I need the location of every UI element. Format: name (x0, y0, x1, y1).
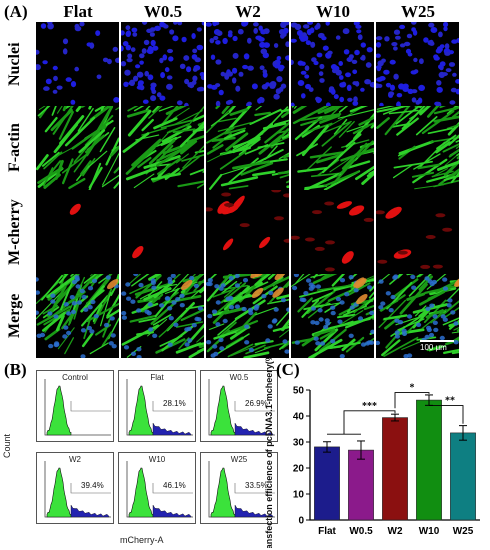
flow-plot-title: Flat (150, 373, 164, 382)
flow-plot-title: Control (62, 373, 88, 382)
tile-merge-0 (36, 274, 119, 358)
y-tick-label: 40 (293, 412, 305, 423)
flow-y-axis-label: Count (2, 433, 12, 458)
flow-x-axis-label: mCherry-A (120, 535, 164, 545)
tile-mcherry-1 (121, 190, 204, 274)
flow-plot-title: W0.5 (229, 373, 249, 382)
column-header-w25: W25 (401, 2, 435, 21)
tile-mcherry-0 (36, 190, 119, 274)
flow-plot-5: W25 33.5% (200, 452, 278, 524)
tile-factin-4 (376, 106, 459, 190)
bar-W0.5 (348, 449, 374, 521)
tile-nuclei-2 (206, 22, 289, 106)
panel-a-label: (A) (4, 2, 28, 21)
x-tick-label: W25 (453, 526, 474, 537)
bar-W25 (450, 432, 476, 521)
tile-merge-1 (121, 274, 204, 358)
tile-mcherry-2 (206, 190, 289, 274)
panel-c-label: (C) (276, 360, 300, 379)
y-tick-label: 0 (298, 516, 304, 527)
tile-nuclei-1 (121, 22, 204, 106)
tile-merge-3 (291, 274, 374, 358)
y-tick-label: 50 (293, 386, 305, 397)
scale-bar: 100 μm (420, 340, 456, 352)
row-header-mcherry: M-cherry (6, 199, 23, 265)
tile-factin-3 (291, 106, 374, 190)
flow-plot-title: W2 (69, 455, 81, 464)
x-tick-label: W0.5 (349, 526, 373, 537)
flow-plot-title: W25 (230, 455, 248, 464)
tile-nuclei-0 (36, 22, 119, 106)
row-header-factin: F-actin (6, 123, 23, 173)
flow-plot-percent: 26.9% (245, 399, 268, 408)
tile-mcherry-3 (291, 190, 374, 274)
significance-label-1: *** (362, 401, 377, 412)
row-header-nuclei: Nuclei (6, 42, 23, 86)
chart-y-axis-label: Transfection efficience of pcDNA3.1-mche… (264, 358, 274, 548)
flow-plot-2: W0.5 26.9% (200, 370, 278, 442)
significance-bracket-3 (429, 405, 464, 424)
flow-plot-percent: 28.1% (163, 399, 186, 408)
column-header-w10: W10 (316, 2, 350, 21)
flow-plot-0: Control (36, 370, 114, 442)
panel-b-label: (B) (4, 360, 27, 379)
flow-plot-percent: 46.1% (163, 481, 186, 490)
x-tick-label: W10 (419, 526, 440, 537)
tile-factin-0 (36, 106, 119, 190)
x-tick-label: Flat (318, 526, 336, 537)
tile-factin-1 (121, 106, 204, 190)
tile-mcherry-4 (376, 190, 459, 274)
x-tick-label: W2 (388, 526, 403, 537)
significance-label-2: * (410, 383, 415, 394)
tile-nuclei-4 (376, 22, 459, 106)
flow-plot-3: W2 39.4% (36, 452, 114, 524)
flow-plot-1: Flat 28.1% (118, 370, 196, 442)
bar-W10 (416, 399, 442, 521)
tile-merge-4 (376, 274, 459, 358)
flow-plot-4: W10 46.1% (118, 452, 196, 524)
y-tick-label: 30 (293, 438, 305, 449)
y-tick-label: 20 (293, 464, 305, 475)
bar-chart: Transfection efficience of pcDNA3.1-mche… (264, 358, 480, 548)
column-header-w2: W2 (235, 2, 261, 21)
bar-W2 (382, 417, 408, 521)
column-header-flat: Flat (63, 2, 93, 21)
tile-merge-2 (206, 274, 289, 358)
column-header-w05: W0.5 (143, 2, 183, 21)
flow-plot-title: W10 (148, 455, 166, 464)
bar-Flat (314, 446, 340, 521)
tile-nuclei-3 (291, 22, 374, 106)
row-header-merge: Merge (6, 293, 23, 339)
flow-plot-percent: 33.5% (245, 481, 268, 490)
flow-plot-percent: 39.4% (81, 481, 104, 490)
significance-label-3: ** (445, 396, 455, 407)
significance-bracket-1 (327, 410, 396, 435)
significance-bracket-2 (394, 392, 430, 409)
scale-bar-label: 100 μm (420, 343, 447, 352)
y-tick-label: 10 (293, 490, 305, 501)
tile-factin-2 (206, 106, 289, 190)
